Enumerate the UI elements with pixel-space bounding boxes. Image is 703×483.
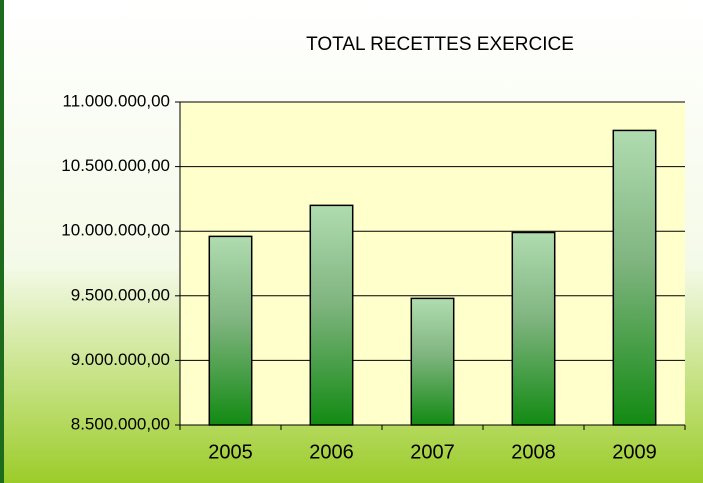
y-tick-label: 10.500.000,00 xyxy=(61,156,170,175)
bar xyxy=(511,231,556,426)
y-tick-label: 8.500.000,00 xyxy=(71,414,170,433)
y-tick-label: 10.000.000,00 xyxy=(61,221,170,240)
y-tick-label: 11.000.000,00 xyxy=(63,91,170,110)
y-tick-label: 9.000.000,00 xyxy=(71,350,170,369)
bar xyxy=(410,297,455,426)
x-tick-label: 2005 xyxy=(208,441,253,463)
x-tick-label: 2006 xyxy=(309,441,354,463)
x-tick-label: 2008 xyxy=(511,441,556,463)
y-tick-label: 9.500.000,00 xyxy=(71,285,170,304)
bar xyxy=(612,129,657,426)
chart-title: TOTAL RECETTES EXERCICE xyxy=(306,34,574,55)
x-tick-label: 2009 xyxy=(612,441,657,463)
bar xyxy=(309,204,354,426)
x-tick-label: 2007 xyxy=(410,441,455,463)
left-border xyxy=(0,0,4,483)
bar xyxy=(208,235,253,426)
